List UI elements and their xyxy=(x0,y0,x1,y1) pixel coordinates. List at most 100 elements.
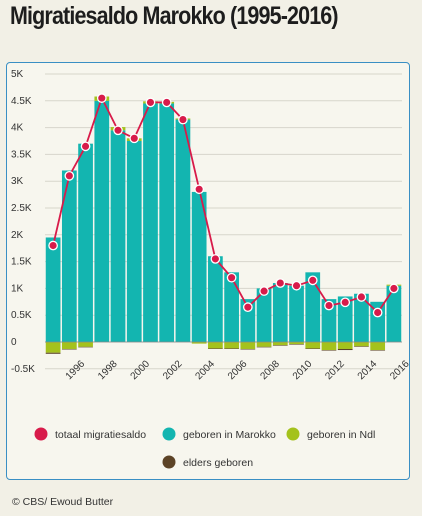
bar-geboren-in-marokko xyxy=(337,296,353,342)
bar-geboren-in-marokko xyxy=(272,283,288,342)
x-tick-label: 2002 xyxy=(161,358,185,382)
bar-elders-geboren xyxy=(272,345,288,346)
point-totaal-migratiesaldo xyxy=(80,141,91,152)
bar-geboren-in-marokko xyxy=(94,100,110,342)
legend-marker xyxy=(162,427,176,441)
legend-label: geboren in Marokko xyxy=(183,429,276,441)
bar-geboren-in-ndl xyxy=(256,342,272,347)
y-tick-label: -0.5K xyxy=(11,364,35,375)
bar-elders-geboren xyxy=(78,346,93,348)
point-totaal-migratiesaldo xyxy=(96,93,107,103)
legend-marker xyxy=(34,427,48,441)
bar-geboren-in-ndl xyxy=(354,342,369,347)
x-tick-label: 2014 xyxy=(356,358,380,382)
legend-marker xyxy=(286,427,300,441)
point-totaal-migratiesaldo xyxy=(275,278,286,288)
bar-geboren-in-marokko xyxy=(159,103,175,342)
legend-label: totaal migratiesaldo xyxy=(55,429,146,441)
point-totaal-migratiesaldo xyxy=(161,97,172,108)
bar-elders-geboren xyxy=(337,348,353,351)
point-totaal-migratiesaldo xyxy=(389,283,399,294)
x-tick-label: 2010 xyxy=(291,358,315,382)
y-tick-label: 3.5K xyxy=(11,149,32,160)
point-totaal-migratiesaldo xyxy=(129,133,140,144)
legend-label: geboren in Ndl xyxy=(307,429,375,441)
y-tick-label: 0.5K xyxy=(11,310,32,321)
bar-geboren-in-marokko xyxy=(78,143,93,342)
y-tick-label: 2K xyxy=(11,230,24,241)
bar-geboren-in-marokko xyxy=(143,103,158,342)
y-tick-label: 4.5K xyxy=(11,96,32,107)
point-totaal-migratiesaldo xyxy=(372,307,383,318)
bar-geboren-in-marokko xyxy=(110,130,126,342)
bar-geboren-in-marokko xyxy=(191,191,207,342)
bar-geboren-in-marokko xyxy=(61,170,77,342)
bar-elders-geboren xyxy=(305,348,321,349)
bar-elders-geboren xyxy=(321,350,337,351)
x-tick-label: 2006 xyxy=(226,358,250,382)
bar-geboren-in-marokko xyxy=(175,119,191,342)
bar-geboren-in-ndl xyxy=(208,342,223,349)
bar-geboren-in-ndl xyxy=(61,342,77,349)
x-tick-label: 2008 xyxy=(258,358,282,382)
chart-svg: 5K 4.5K 4K 3.5K 3K 2.5K 2K 1.5K 1K 0.5K 0 -0.5K 1996… xyxy=(11,69,409,469)
bar-elders-geboren xyxy=(240,348,256,350)
chart-title: Migratiesaldo Marokko (1995-2016) xyxy=(10,2,339,30)
point-totaal-migratiesaldo xyxy=(113,125,123,136)
x-tick-label: 1996 xyxy=(64,358,88,382)
bar-geboren-in-ndl xyxy=(45,342,61,353)
point-totaal-migratiesaldo xyxy=(210,254,221,264)
bar-geboren-in-ndl xyxy=(272,342,288,346)
legend-marker xyxy=(162,455,176,469)
bar-geboren-in-ndl xyxy=(337,342,353,349)
bar-geboren-in-marokko xyxy=(224,272,239,342)
point-totaal-migratiesaldo xyxy=(340,297,351,308)
bar-geboren-in-ndl xyxy=(191,342,207,344)
bar-elders-geboren xyxy=(256,346,272,348)
x-tick-label: 2004 xyxy=(194,358,218,382)
bar-geboren-in-marokko xyxy=(256,288,272,342)
bar-elders-geboren xyxy=(208,348,223,349)
bar-geboren-in-marokko xyxy=(321,299,337,342)
y-tick-label: 0 xyxy=(11,337,17,348)
x-tick-label: 2000 xyxy=(129,358,153,382)
bar-geboren-in-ndl xyxy=(321,342,337,351)
bar-elders-geboren xyxy=(289,344,304,345)
y-tick-label: 3K xyxy=(11,176,24,187)
point-totaal-migratiesaldo xyxy=(307,275,318,286)
bar-geboren-in-ndl xyxy=(370,342,386,351)
x-tick-label: 1998 xyxy=(96,358,120,382)
chart-frame: 5K 4.5K 4K 3.5K 3K 2.5K 2K 1.5K 1K 0.5K 0 -0.5K 1996… xyxy=(6,62,410,480)
point-totaal-migratiesaldo xyxy=(48,240,58,251)
bar-geboren-in-ndl xyxy=(240,342,256,349)
bar-geboren-in-ndl xyxy=(289,342,304,345)
x-tick-label: 2012 xyxy=(323,358,347,382)
bar-geboren-in-marokko xyxy=(126,141,142,342)
point-totaal-migratiesaldo xyxy=(242,302,253,313)
legend-label: elders geboren xyxy=(183,457,253,469)
bar-geboren-in-marokko xyxy=(289,285,304,342)
line-totaal-migratiesaldo xyxy=(52,95,395,314)
point-totaal-migratiesaldo xyxy=(194,184,205,195)
y-tick-label: 4K xyxy=(11,123,24,134)
y-tick-label: 1.5K xyxy=(11,257,32,268)
bar-geboren-in-ndl xyxy=(305,342,321,349)
point-totaal-migratiesaldo xyxy=(178,114,188,125)
bar-geboren-in-marokko xyxy=(45,237,61,342)
bar-elders-geboren xyxy=(224,348,239,349)
point-totaal-migratiesaldo xyxy=(145,97,156,108)
point-totaal-migratiesaldo xyxy=(324,300,334,311)
bar-geboren-in-ndl xyxy=(78,342,93,347)
copyright-footer: © CBS/ Ewoud Butter xyxy=(12,496,114,508)
bar-geboren-in-marokko xyxy=(386,285,402,342)
bar-elders-geboren xyxy=(370,350,386,351)
y-tick-label: 1K xyxy=(11,283,24,294)
y-tick-label: 5K xyxy=(11,69,24,80)
bar-geboren-in-marokko xyxy=(305,272,321,342)
bar-geboren-in-ndl xyxy=(224,342,239,349)
point-totaal-migratiesaldo xyxy=(356,292,367,302)
point-totaal-migratiesaldo xyxy=(259,286,269,296)
bar-geboren-in-marokko xyxy=(354,293,369,342)
y-tick-label: 2.5K xyxy=(11,203,32,214)
point-totaal-migratiesaldo xyxy=(64,170,75,181)
